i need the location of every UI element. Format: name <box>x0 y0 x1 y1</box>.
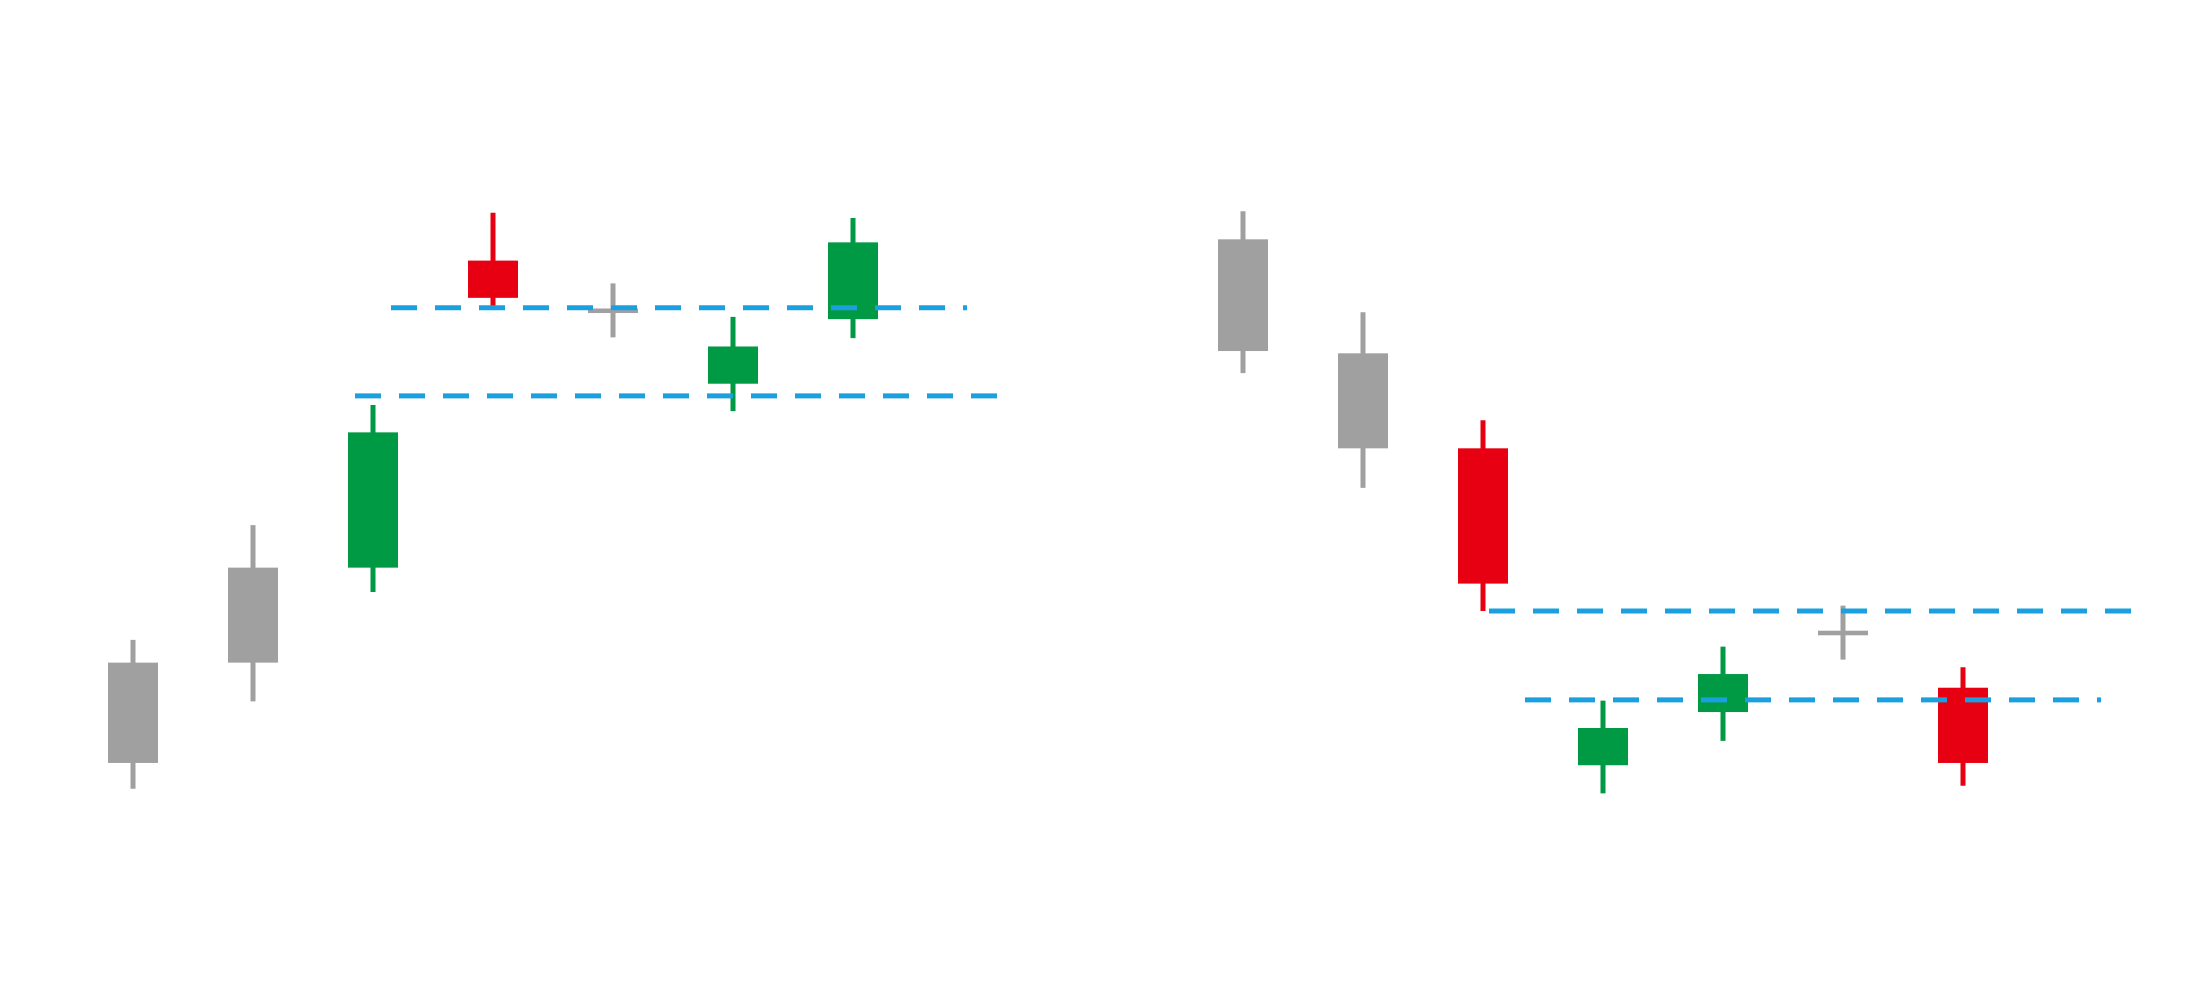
candle-body-neutral <box>228 567 278 663</box>
candle-body-neutral <box>588 308 638 314</box>
right-candlestick-panel <box>1218 211 2137 794</box>
candle-body-neutral <box>1818 630 1868 636</box>
candle-body-bullish <box>1578 728 1628 766</box>
candle-body-bullish <box>1698 674 1748 713</box>
candle-body-bearish <box>468 260 518 298</box>
candle-body-bullish <box>348 432 398 568</box>
candle-body-neutral <box>1218 239 1268 352</box>
left-candlestick-panel <box>108 212 1003 789</box>
candle-body-neutral <box>1338 353 1388 449</box>
candle-body-neutral <box>108 662 158 763</box>
candle-body-bullish <box>708 346 758 384</box>
candle-body-bearish <box>1458 448 1508 584</box>
